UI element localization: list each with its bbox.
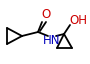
Text: O: O	[41, 7, 51, 20]
Text: OH: OH	[69, 14, 87, 26]
Text: HN: HN	[43, 33, 61, 47]
